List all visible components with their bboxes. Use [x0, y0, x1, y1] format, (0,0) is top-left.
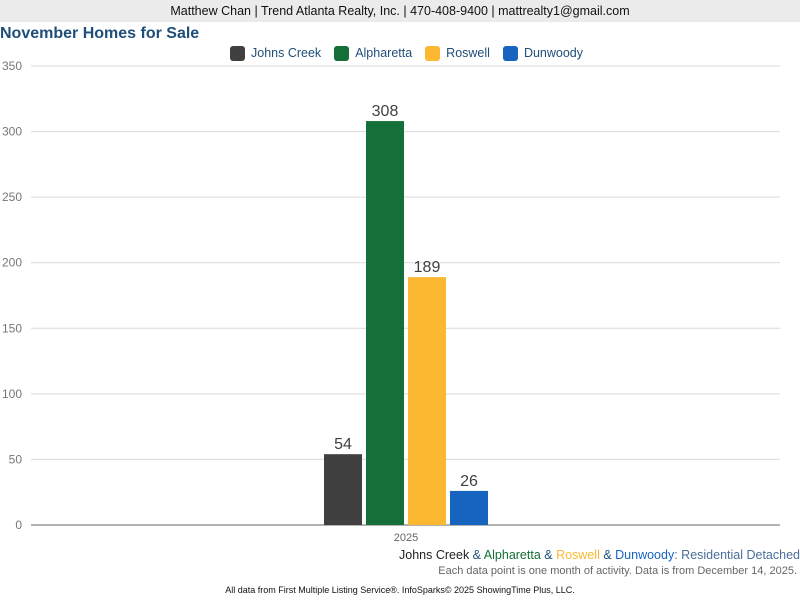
y-tick-label: 50	[9, 452, 23, 466]
bar-chart: 0 50 100 150 200 250 300 350 54 308 189 26 2025	[2, 59, 780, 544]
data-label: 54	[334, 436, 352, 453]
chart-title: November Homes for Sale	[0, 25, 200, 42]
legend-item-roswell[interactable]: Roswell	[425, 45, 490, 61]
series-description-part: &	[469, 548, 484, 562]
legend-label: Dunwoody	[523, 46, 584, 60]
data-label: 308	[372, 103, 399, 120]
legend-item-johns-creek[interactable]: Johns Creek	[230, 45, 322, 61]
y-tick-label: 200	[2, 256, 22, 270]
legend-label: Johns Creek	[251, 46, 322, 60]
y-tick-label: 150	[2, 321, 22, 335]
legend-swatch	[230, 45, 245, 61]
y-tick-label: 250	[2, 190, 22, 204]
x-tick-label: 2025	[394, 532, 418, 544]
legend-swatch	[334, 45, 350, 61]
legend-item-dunwoody[interactable]: Dunwoody	[502, 45, 584, 61]
series-description-part: Dunwoody	[615, 548, 675, 562]
legend-swatch	[502, 45, 518, 61]
data-label: 189	[414, 259, 441, 276]
series-description: Johns Creek & Alpharetta & Roswell & Dun…	[399, 548, 800, 562]
chart-legend: Johns Creek Alpharetta Roswell Dunwoody	[230, 45, 596, 61]
series-description-part: Johns Creek	[399, 548, 470, 562]
series-description-part: : Residential Detached	[674, 548, 800, 562]
series-description-part: &	[599, 548, 616, 562]
data-note: Each data point is one month of activity…	[438, 565, 797, 577]
y-tick-label: 0	[15, 518, 22, 532]
bar-johns-creek	[324, 454, 362, 525]
y-tick-label: 300	[2, 125, 22, 139]
series-description-part: &	[540, 548, 557, 562]
legend-label: Roswell	[446, 46, 490, 60]
data-credit: All data from First Multiple Listing Ser…	[225, 585, 575, 595]
series-description-part: Roswell	[556, 548, 600, 562]
bar-dunwoody	[450, 490, 488, 525]
y-tick-label: 350	[2, 59, 22, 73]
bar-alpharetta	[366, 121, 404, 525]
contact-banner: Matthew Chan | Trend Atlanta Realty, Inc…	[0, 0, 800, 22]
bar-roswell	[408, 277, 446, 525]
data-label: 26	[460, 473, 478, 490]
legend-item-alpharetta[interactable]: Alpharetta	[334, 45, 413, 61]
legend-swatch	[425, 45, 441, 61]
legend-label: Alpharetta	[355, 46, 413, 60]
series-description-part: Alpharetta	[483, 548, 541, 562]
y-tick-label: 100	[2, 387, 22, 401]
